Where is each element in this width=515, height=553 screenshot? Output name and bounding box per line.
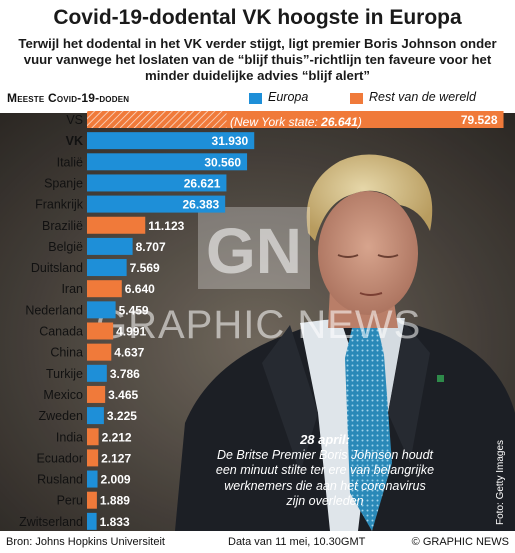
category-label-india: India <box>56 430 83 444</box>
photo-credit: Foto: Getty Images <box>495 439 506 525</box>
watermark-letters: GN <box>206 215 302 287</box>
value-label-belgië: 8.707 <box>136 240 166 254</box>
data-date-text: Data van 11 mei, 10.30GMT <box>228 536 366 548</box>
source-text: Bron: Johns Hopkins Universiteit <box>6 536 165 548</box>
photo-caption: 28 april: De Britse Premier Boris Johnso… <box>215 432 435 510</box>
bar-india <box>87 428 99 446</box>
category-label-ecuador: Ecuador <box>36 451 83 465</box>
value-label-turkije: 3.786 <box>110 367 140 381</box>
value-label-peru: 1.889 <box>100 494 130 508</box>
value-label-india: 2.212 <box>102 430 132 444</box>
bar-rusland <box>87 470 98 488</box>
caption-text: De Britse Premier Boris Johnson houdt ee… <box>215 447 435 509</box>
category-label-vs: VS <box>66 113 83 127</box>
bar-segment-new-york <box>87 111 227 128</box>
legend-label-rest-van-de-wereld: Rest van de wereld <box>369 90 477 104</box>
legend-swatch-europa <box>249 93 262 104</box>
watermark-text: GRAPHIC NEWS <box>96 303 422 347</box>
bar-ecuador <box>87 449 99 467</box>
category-label-turkije: Turkije <box>46 367 83 381</box>
value-label-ecuador: 2.127 <box>101 451 131 465</box>
value-label-italië: 30.560 <box>204 155 241 169</box>
value-label-vk: 31.930 <box>212 134 249 148</box>
bar-canada <box>87 322 114 340</box>
bar-turkije <box>87 364 107 382</box>
page-title: Covid-19-dodental VK hoogste in Europa <box>53 6 462 29</box>
value-label-spanje: 26.621 <box>184 176 221 190</box>
new-york-note-prefix: (New York state: <box>230 115 322 129</box>
value-label-zweden: 3.225 <box>107 409 137 423</box>
value-label-nederland: 5.459 <box>119 303 149 317</box>
category-label-duitsland: Duitsland <box>31 261 83 275</box>
new-york-note-suffix: ) <box>357 115 362 129</box>
value-label-zwitserland: 1.833 <box>100 515 130 529</box>
value-label-china: 4.637 <box>114 346 144 360</box>
category-label-vk: VK <box>66 134 83 148</box>
legend-label-europa: Europa <box>268 90 309 104</box>
bar-china <box>87 343 112 361</box>
bar-vk <box>87 132 255 150</box>
bar-zwitserland <box>87 512 97 530</box>
bar-nederland <box>87 301 116 319</box>
category-label-rusland: Rusland <box>37 473 83 487</box>
value-label-frankrijk: 26.383 <box>182 198 219 212</box>
caption-date: 28 april: <box>300 432 350 447</box>
category-label-belgië: België <box>48 240 83 254</box>
value-label-mexico: 3.465 <box>108 388 138 402</box>
brand-text: © GRAPHIC NEWS <box>411 536 509 548</box>
category-label-peru: Peru <box>57 494 83 508</box>
category-label-frankrijk: Frankrijk <box>35 198 84 212</box>
category-label-nederland: Nederland <box>25 303 83 317</box>
value-label-duitsland: 7.569 <box>130 261 160 275</box>
bar-duitsland <box>87 259 127 277</box>
category-label-spanje: Spanje <box>44 176 83 190</box>
bar-frankrijk <box>87 195 226 213</box>
bar-mexico <box>87 385 106 403</box>
category-label-zweden: Zweden <box>39 409 84 423</box>
legend-swatch-rest-van-de-wereld <box>350 93 363 104</box>
value-label-iran: 6.640 <box>125 282 155 296</box>
bar-peru <box>87 491 97 509</box>
category-label-iran: Iran <box>61 282 83 296</box>
bar-iran <box>87 280 122 298</box>
value-label-rusland: 2.009 <box>101 473 131 487</box>
category-label-canada: Canada <box>39 325 83 339</box>
value-label-vs: 79.528 <box>461 113 498 127</box>
category-label-china: China <box>50 346 83 360</box>
footer: Bron: Johns Hopkins Universiteit Data va… <box>0 531 515 553</box>
bar-brazilië <box>87 216 146 234</box>
chart-heading: Meeste Covid-19-doden <box>7 91 130 105</box>
bar-italië <box>87 153 248 171</box>
page-subtitle: Terwijl het dodental in het VK verder st… <box>18 36 497 83</box>
bar-chart: VS 79.528 VK 31.930 Italië 30.560 Spanje 26.621… <box>19 111 504 530</box>
new-york-note-value: 26.641 <box>321 115 358 129</box>
category-label-mexico: Mexico <box>43 388 83 402</box>
new-york-note: (New York state: 26.641) <box>230 115 362 129</box>
category-label-brazilië: Brazilië <box>42 219 83 233</box>
bar-spanje <box>87 174 227 192</box>
bar-zweden <box>87 407 104 425</box>
category-label-zwitserland: Zwitserland <box>19 515 83 529</box>
boris-johnson-photo: GN <box>0 113 515 531</box>
value-label-brazilië: 11.123 <box>148 219 184 233</box>
bar-belgië <box>87 237 133 255</box>
value-label-canada: 4.991 <box>116 325 146 339</box>
category-label-italië: Italië <box>57 155 83 169</box>
